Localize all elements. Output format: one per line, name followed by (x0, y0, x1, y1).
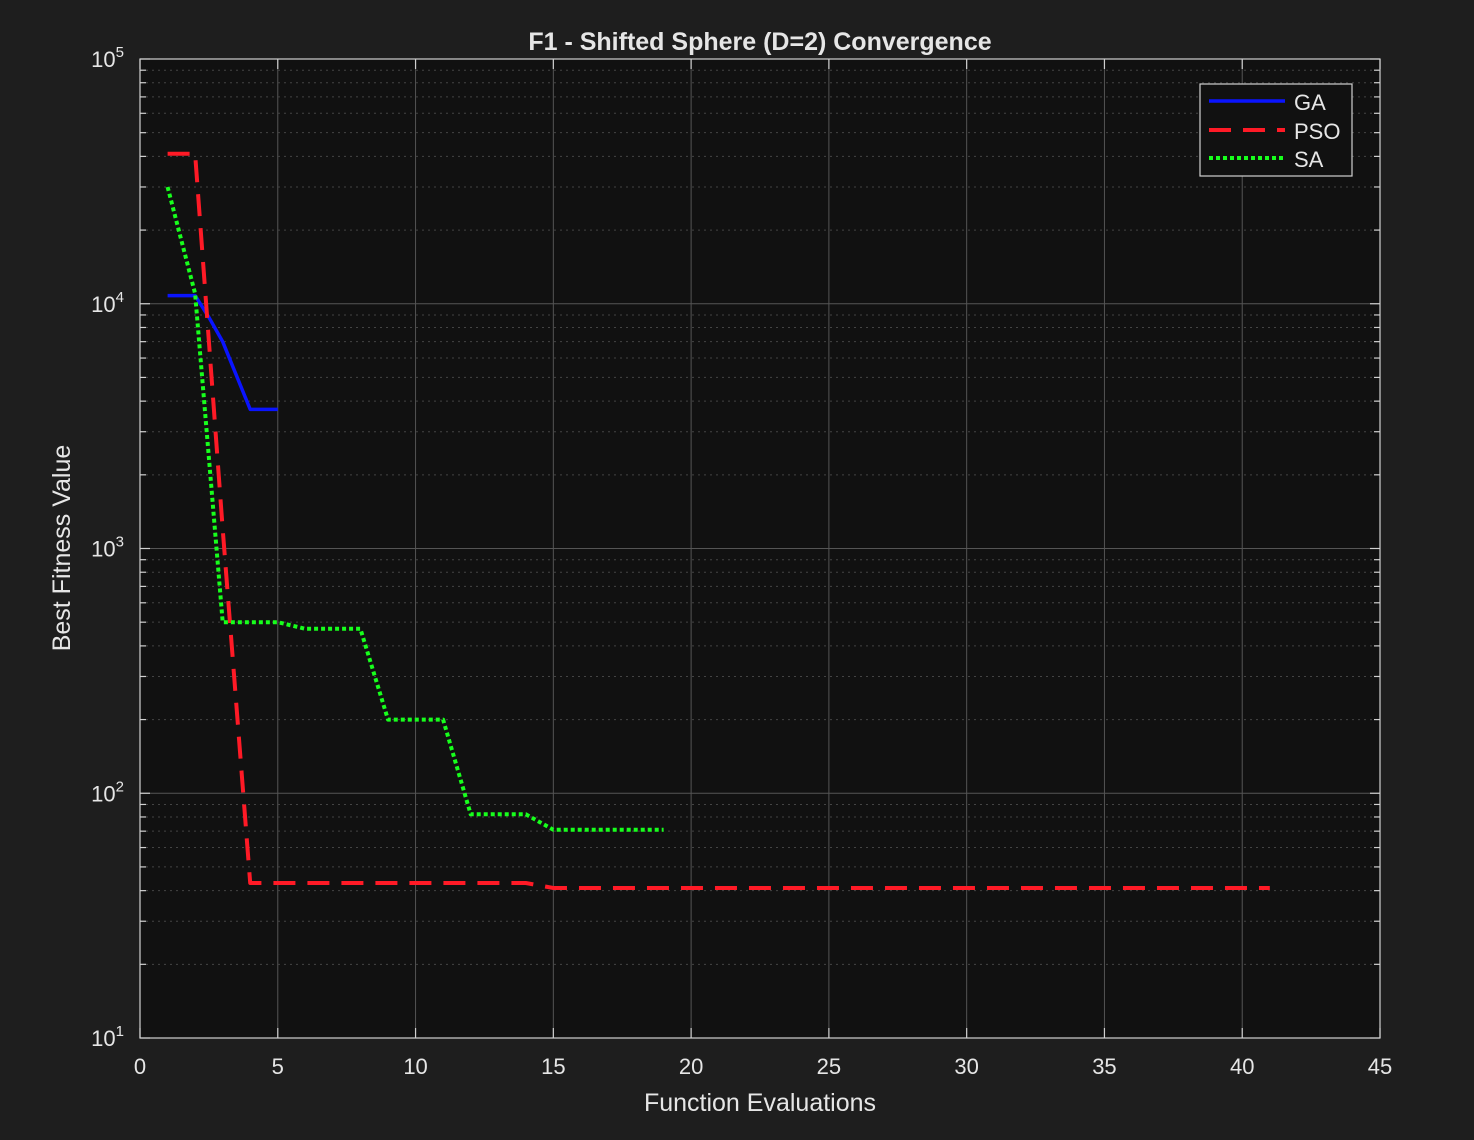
legend-pso-label: PSO (1294, 119, 1340, 144)
grid-lines (140, 59, 1380, 1038)
series-line-pso (167, 151, 1270, 890)
tick-labels: 0 5 10 15 20 25 30 35 40 45 101 102 103 104 105 (91, 44, 1392, 1079)
y-tick-label: 101 (91, 1023, 124, 1051)
x-tick-label: 45 (1368, 1054, 1392, 1079)
legend-sa-label: SA (1294, 147, 1324, 172)
x-axis-label: Function Evaluations (644, 1089, 876, 1117)
y-tick-label: 103 (91, 534, 124, 562)
series-line-ga (167, 293, 278, 412)
x-tick-label: 40 (1230, 1054, 1254, 1079)
y-tick-label: 102 (91, 778, 124, 806)
legend[interactable]: GA PSO SA (1199, 83, 1353, 177)
y-tick-label: 104 (91, 289, 124, 317)
x-tick-label: 25 (817, 1054, 841, 1079)
x-tick-label: 5 (272, 1054, 284, 1079)
y-tick-label: 105 (91, 44, 124, 72)
series-lines (165, 151, 1270, 890)
y-axis-label: Best Fitness Value (48, 445, 76, 652)
x-tick-label: 15 (541, 1054, 565, 1079)
series-line-sa (165, 186, 664, 832)
x-tick-label: 0 (134, 1054, 146, 1079)
legend-ga-label: GA (1294, 90, 1326, 115)
x-tick-label: 10 (403, 1054, 427, 1079)
chart-title: F1 - Shifted Sphere (D=2) Convergence (528, 28, 991, 56)
x-tick-label: 20 (679, 1054, 703, 1079)
axes-box (139, 58, 1381, 1039)
x-tick-label: 35 (1092, 1054, 1116, 1079)
x-tick-label: 30 (954, 1054, 978, 1079)
